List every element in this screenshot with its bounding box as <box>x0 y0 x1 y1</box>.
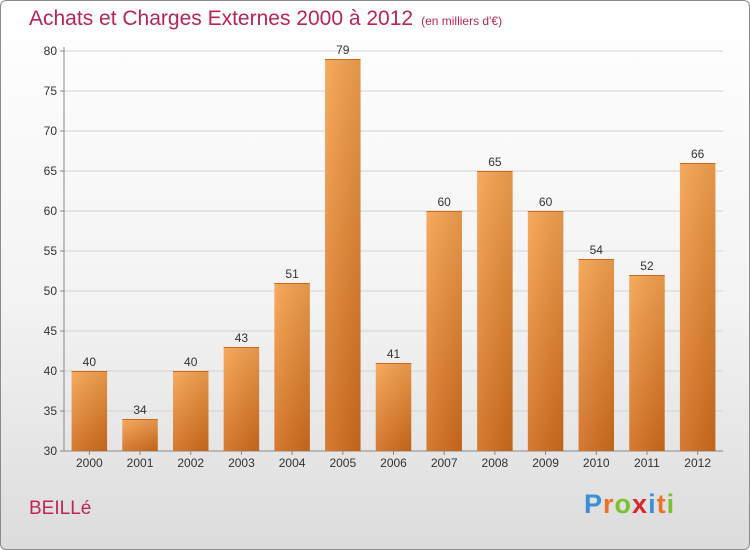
chart-title-text: Achats et Charges Externes 2000 à 2012 <box>29 7 414 30</box>
x-tick-label: 2000 <box>76 456 103 470</box>
place-name: BEILLé <box>29 498 92 519</box>
bar-shade <box>122 419 158 451</box>
bar-shade <box>375 363 412 451</box>
y-tick-label: 35 <box>44 404 58 418</box>
bar-shade <box>71 371 108 451</box>
data-label: 40 <box>83 355 97 369</box>
data-label: 65 <box>488 155 502 169</box>
logo-letter: o <box>614 489 633 519</box>
bar-chart: 30 35 40 45 50 55 60 65 70 75 80 40 2000 34 2001 40 2002… <box>44 43 723 470</box>
data-label: 52 <box>640 259 654 273</box>
data-label: 43 <box>235 331 249 345</box>
data-label: 34 <box>133 403 147 417</box>
bar-shade <box>223 347 260 451</box>
x-tick-label: 2008 <box>482 456 509 470</box>
x-tick-label: 2003 <box>228 456 255 470</box>
x-tick-label: 2011 <box>634 456 660 470</box>
bar-shade <box>274 283 310 451</box>
bar-shade <box>679 163 716 451</box>
data-label: 54 <box>590 243 604 257</box>
logo-letter: P <box>584 489 604 519</box>
bar-shade <box>325 59 361 451</box>
bar-shade <box>578 259 615 451</box>
y-tick-label: 50 <box>44 284 58 298</box>
data-label: 40 <box>184 355 198 369</box>
x-tick-label: 2010 <box>583 456 610 470</box>
y-tick-label: 65 <box>44 164 58 178</box>
bar-shade <box>172 371 209 451</box>
y-tick-label: 30 <box>44 444 58 458</box>
bar-shade <box>426 211 462 451</box>
data-label: 60 <box>438 195 452 209</box>
data-label: 51 <box>285 267 299 281</box>
x-tick-label: 2007 <box>431 456 458 470</box>
bar-shade <box>477 171 513 451</box>
data-label: 60 <box>539 195 553 209</box>
logo-letter: i <box>666 489 676 519</box>
logo-letter: i <box>648 489 657 519</box>
logo-letter: r <box>603 489 615 519</box>
logo-letter: t <box>656 489 667 519</box>
y-tick-label: 70 <box>44 124 58 138</box>
logo-letter: x <box>632 489 649 519</box>
proxiti-logo: Proxiti <box>584 489 675 520</box>
x-tick-label: 2006 <box>380 456 407 470</box>
x-tick-label: 2004 <box>279 456 306 470</box>
y-tick-label: 80 <box>44 44 58 58</box>
chart-subtitle: (en milliers d'€) <box>421 14 503 28</box>
x-tick-label: 2009 <box>532 456 559 470</box>
data-label: 66 <box>691 147 705 161</box>
chart-title: Achats et Charges Externes 2000 à 2012 (e… <box>29 7 502 31</box>
data-label: 41 <box>387 347 401 361</box>
x-tick-label: 2005 <box>329 456 356 470</box>
y-tick-label: 55 <box>44 244 58 258</box>
bar-shade <box>629 275 665 451</box>
bar-shade <box>527 211 564 451</box>
y-tick-label: 75 <box>44 84 58 98</box>
y-tick-label: 40 <box>44 364 58 378</box>
data-label: 79 <box>336 43 350 57</box>
x-tick-label: 2002 <box>177 456 204 470</box>
x-tick-label: 2012 <box>684 456 711 470</box>
y-tick-label: 60 <box>44 204 58 218</box>
x-tick-label: 2001 <box>127 456 154 470</box>
y-tick-label: 45 <box>44 324 58 338</box>
